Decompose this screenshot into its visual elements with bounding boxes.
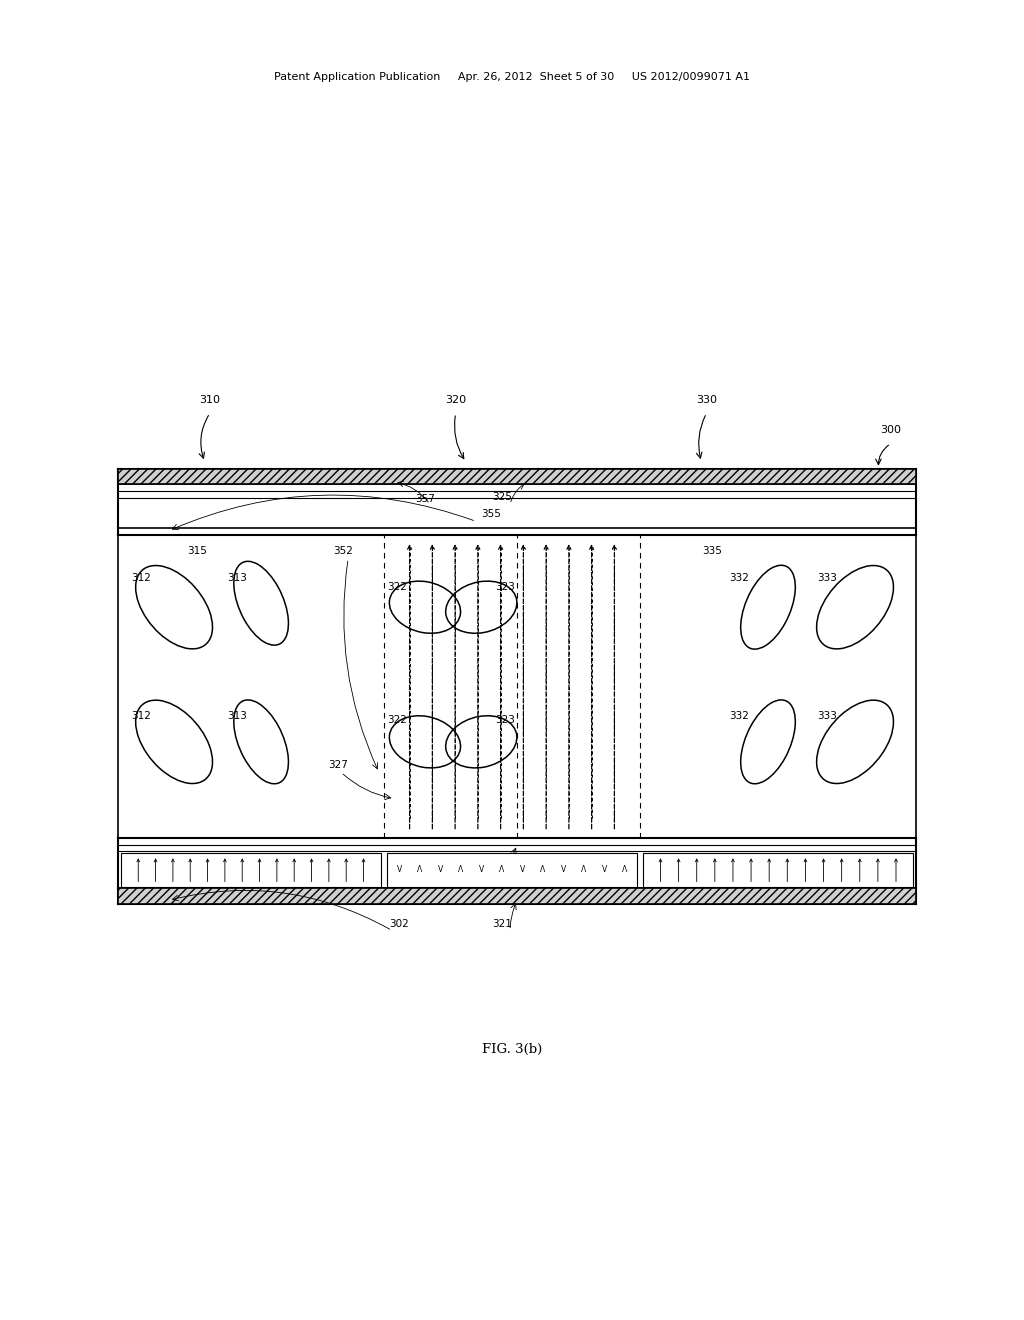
Text: 321: 321 (492, 919, 512, 929)
Text: Λ: Λ (458, 866, 464, 874)
Text: 300: 300 (881, 425, 902, 436)
Text: FIG. 3(b): FIG. 3(b) (482, 1043, 542, 1056)
Bar (118, 469, 916, 484)
Text: Λ: Λ (417, 866, 423, 874)
Text: 333: 333 (817, 573, 838, 583)
Text: 323: 323 (495, 582, 515, 593)
Text: Patent Application Publication     Apr. 26, 2012  Sheet 5 of 30     US 2012/0099: Patent Application Publication Apr. 26, … (274, 71, 750, 82)
Text: 323: 323 (495, 715, 515, 726)
Text: 355: 355 (481, 510, 502, 520)
Text: V: V (601, 866, 607, 874)
Text: 332: 332 (729, 711, 750, 722)
Text: 331: 331 (719, 853, 739, 863)
Text: V: V (437, 866, 443, 874)
Bar (121, 853, 381, 887)
Text: 313: 313 (227, 573, 248, 583)
Text: 322: 322 (387, 582, 408, 593)
Text: 332: 332 (729, 573, 750, 583)
Text: 312: 312 (131, 711, 152, 722)
Text: 310: 310 (200, 395, 221, 405)
Text: 333: 333 (817, 711, 838, 722)
Text: 327: 327 (328, 760, 348, 771)
Text: 305: 305 (481, 870, 502, 880)
Text: 312: 312 (131, 573, 152, 583)
Text: V: V (396, 866, 402, 874)
Text: 335: 335 (701, 546, 722, 557)
Bar (118, 888, 916, 904)
Text: 313: 313 (227, 711, 248, 722)
Text: 352: 352 (333, 546, 353, 557)
Text: Λ: Λ (540, 866, 546, 874)
Text: 330: 330 (696, 395, 718, 405)
Text: V: V (519, 866, 525, 874)
Text: V: V (478, 866, 484, 874)
Bar (387, 853, 637, 887)
Text: Λ: Λ (581, 866, 587, 874)
Text: 315: 315 (186, 546, 207, 557)
Text: 302: 302 (389, 919, 410, 929)
Text: 320: 320 (445, 395, 467, 405)
Bar (643, 853, 913, 887)
Text: 322: 322 (387, 715, 408, 726)
Text: 307: 307 (348, 853, 369, 863)
Text: Λ: Λ (622, 866, 628, 874)
Text: Λ: Λ (499, 866, 505, 874)
Text: 311: 311 (213, 853, 233, 863)
Text: V: V (560, 866, 566, 874)
Text: 357: 357 (415, 494, 435, 504)
Text: 325: 325 (492, 492, 512, 503)
